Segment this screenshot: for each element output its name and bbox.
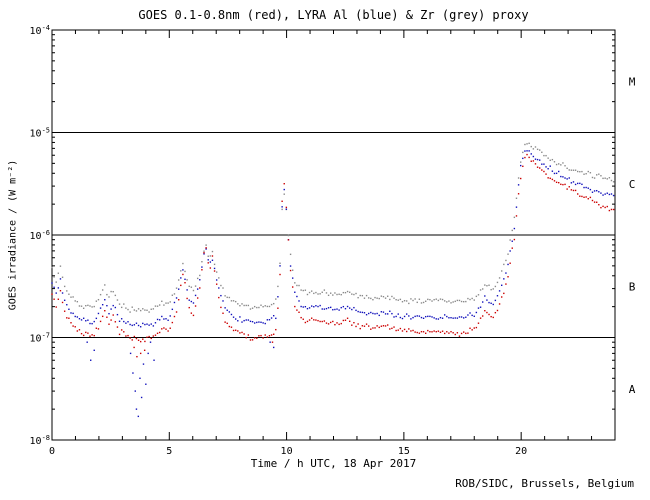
svg-text:10-8: 10-8 bbox=[30, 434, 50, 447]
svg-text:10-7: 10-7 bbox=[30, 332, 50, 345]
credit-text: ROB/SIDC, Brussels, Belgium bbox=[455, 477, 634, 490]
svg-text:10-4: 10-4 bbox=[30, 24, 50, 37]
svg-text:20: 20 bbox=[515, 446, 527, 457]
svg-text:C: C bbox=[629, 178, 636, 191]
svg-text:B: B bbox=[629, 280, 636, 293]
svg-text:A: A bbox=[629, 383, 636, 396]
svg-text:10-6: 10-6 bbox=[30, 229, 50, 242]
svg-text:M: M bbox=[629, 75, 636, 88]
x-axis-label: Time / h UTC, 18 Apr 2017 bbox=[250, 457, 417, 470]
svg-text:15: 15 bbox=[398, 446, 410, 457]
svg-text:10: 10 bbox=[281, 446, 293, 457]
svg-text:0: 0 bbox=[49, 446, 55, 457]
svg-text:10-5: 10-5 bbox=[30, 127, 50, 140]
chart-title: GOES 0.1-0.8nm (red), LYRA Al (blue) & Z… bbox=[138, 8, 529, 22]
svg-text:5: 5 bbox=[166, 446, 172, 457]
